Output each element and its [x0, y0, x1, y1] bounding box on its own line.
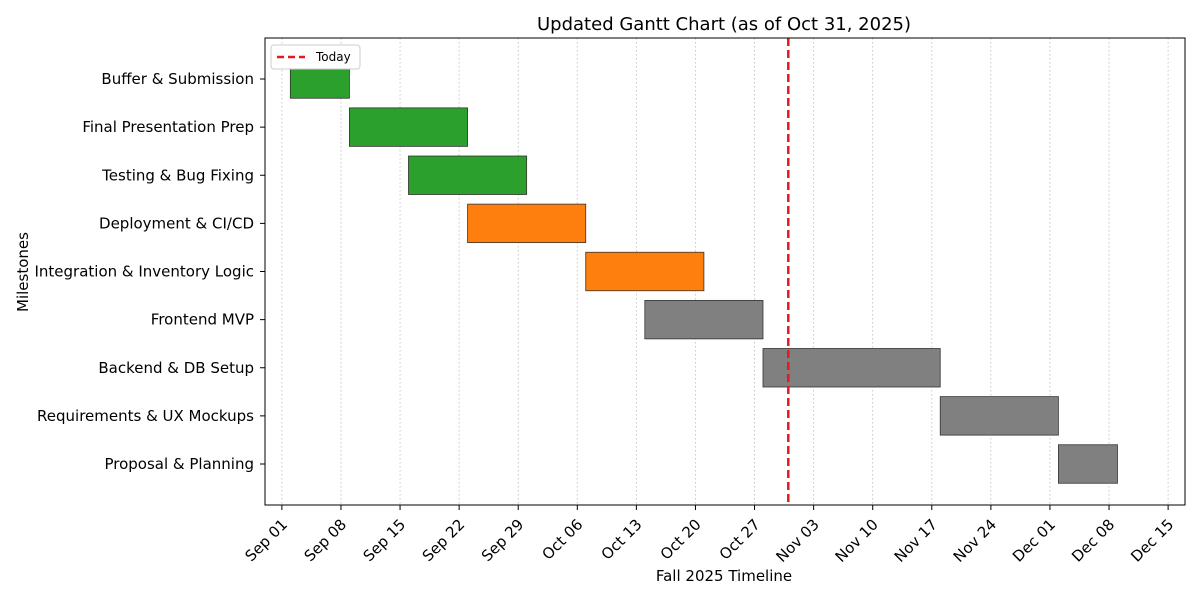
- y-tick-label: Proposal & Planning: [104, 455, 254, 473]
- x-axis-label: Fall 2025 Timeline: [656, 567, 792, 585]
- y-tick-label: Requirements & UX Mockups: [37, 407, 254, 425]
- gantt-bar: [349, 107, 468, 147]
- x-tick-label: Nov 03: [773, 515, 823, 565]
- x-tick-label: Oct 27: [716, 515, 764, 563]
- y-tick-label: Integration & Inventory Logic: [34, 263, 254, 281]
- x-tick-label: Dec 08: [1068, 515, 1118, 565]
- gantt-bar: [408, 155, 528, 195]
- x-tick-label: Sep 01: [241, 515, 291, 565]
- gantt-bar: [762, 348, 941, 388]
- x-tick-label: Sep 29: [478, 515, 528, 565]
- legend-today-label: Today: [315, 50, 351, 64]
- x-tick-label: Dec 15: [1127, 515, 1177, 565]
- x-tick-label: Oct 20: [657, 515, 705, 563]
- y-tick-label: Deployment & CI/CD: [99, 214, 254, 232]
- x-tick-label: Oct 06: [539, 515, 587, 563]
- bars: [289, 59, 1118, 484]
- x-tick-label: Nov 10: [832, 515, 882, 565]
- gantt-bar: [1057, 444, 1118, 484]
- x-tick-label: Sep 08: [301, 515, 351, 565]
- y-tick-label: Final Presentation Prep: [82, 118, 254, 136]
- gantt-bar: [644, 299, 764, 340]
- gantt-bar: [467, 203, 587, 244]
- x-tick-label: Nov 24: [950, 515, 1000, 565]
- y-tick-label: Testing & Bug Fixing: [101, 166, 254, 184]
- gantt-bar: [939, 396, 1059, 436]
- legend: Today: [270, 44, 361, 70]
- y-ticks: Buffer & Submission Final Presentation Pr…: [34, 70, 265, 473]
- x-tick-label: Sep 22: [419, 515, 469, 565]
- y-tick-label: Frontend MVP: [151, 311, 254, 329]
- x-tick-label: Dec 01: [1009, 515, 1059, 565]
- x-tick-label: Oct 13: [598, 515, 646, 563]
- x-tick-label: Nov 17: [891, 515, 941, 565]
- chart-title: Updated Gantt Chart (as of Oct 31, 2025): [537, 14, 911, 35]
- gantt-bar: [585, 251, 705, 292]
- y-axis-label: Milestones: [14, 232, 32, 312]
- legend-box: [270, 44, 361, 70]
- y-tick-label: Backend & DB Setup: [98, 359, 254, 377]
- y-tick-label: Buffer & Submission: [101, 70, 254, 88]
- x-tick-label: Sep 15: [360, 515, 410, 565]
- x-ticks: Sep 01 Sep 08 Sep 15 Sep 22 Sep 29 Oct 06 Oct …: [241, 505, 1177, 566]
